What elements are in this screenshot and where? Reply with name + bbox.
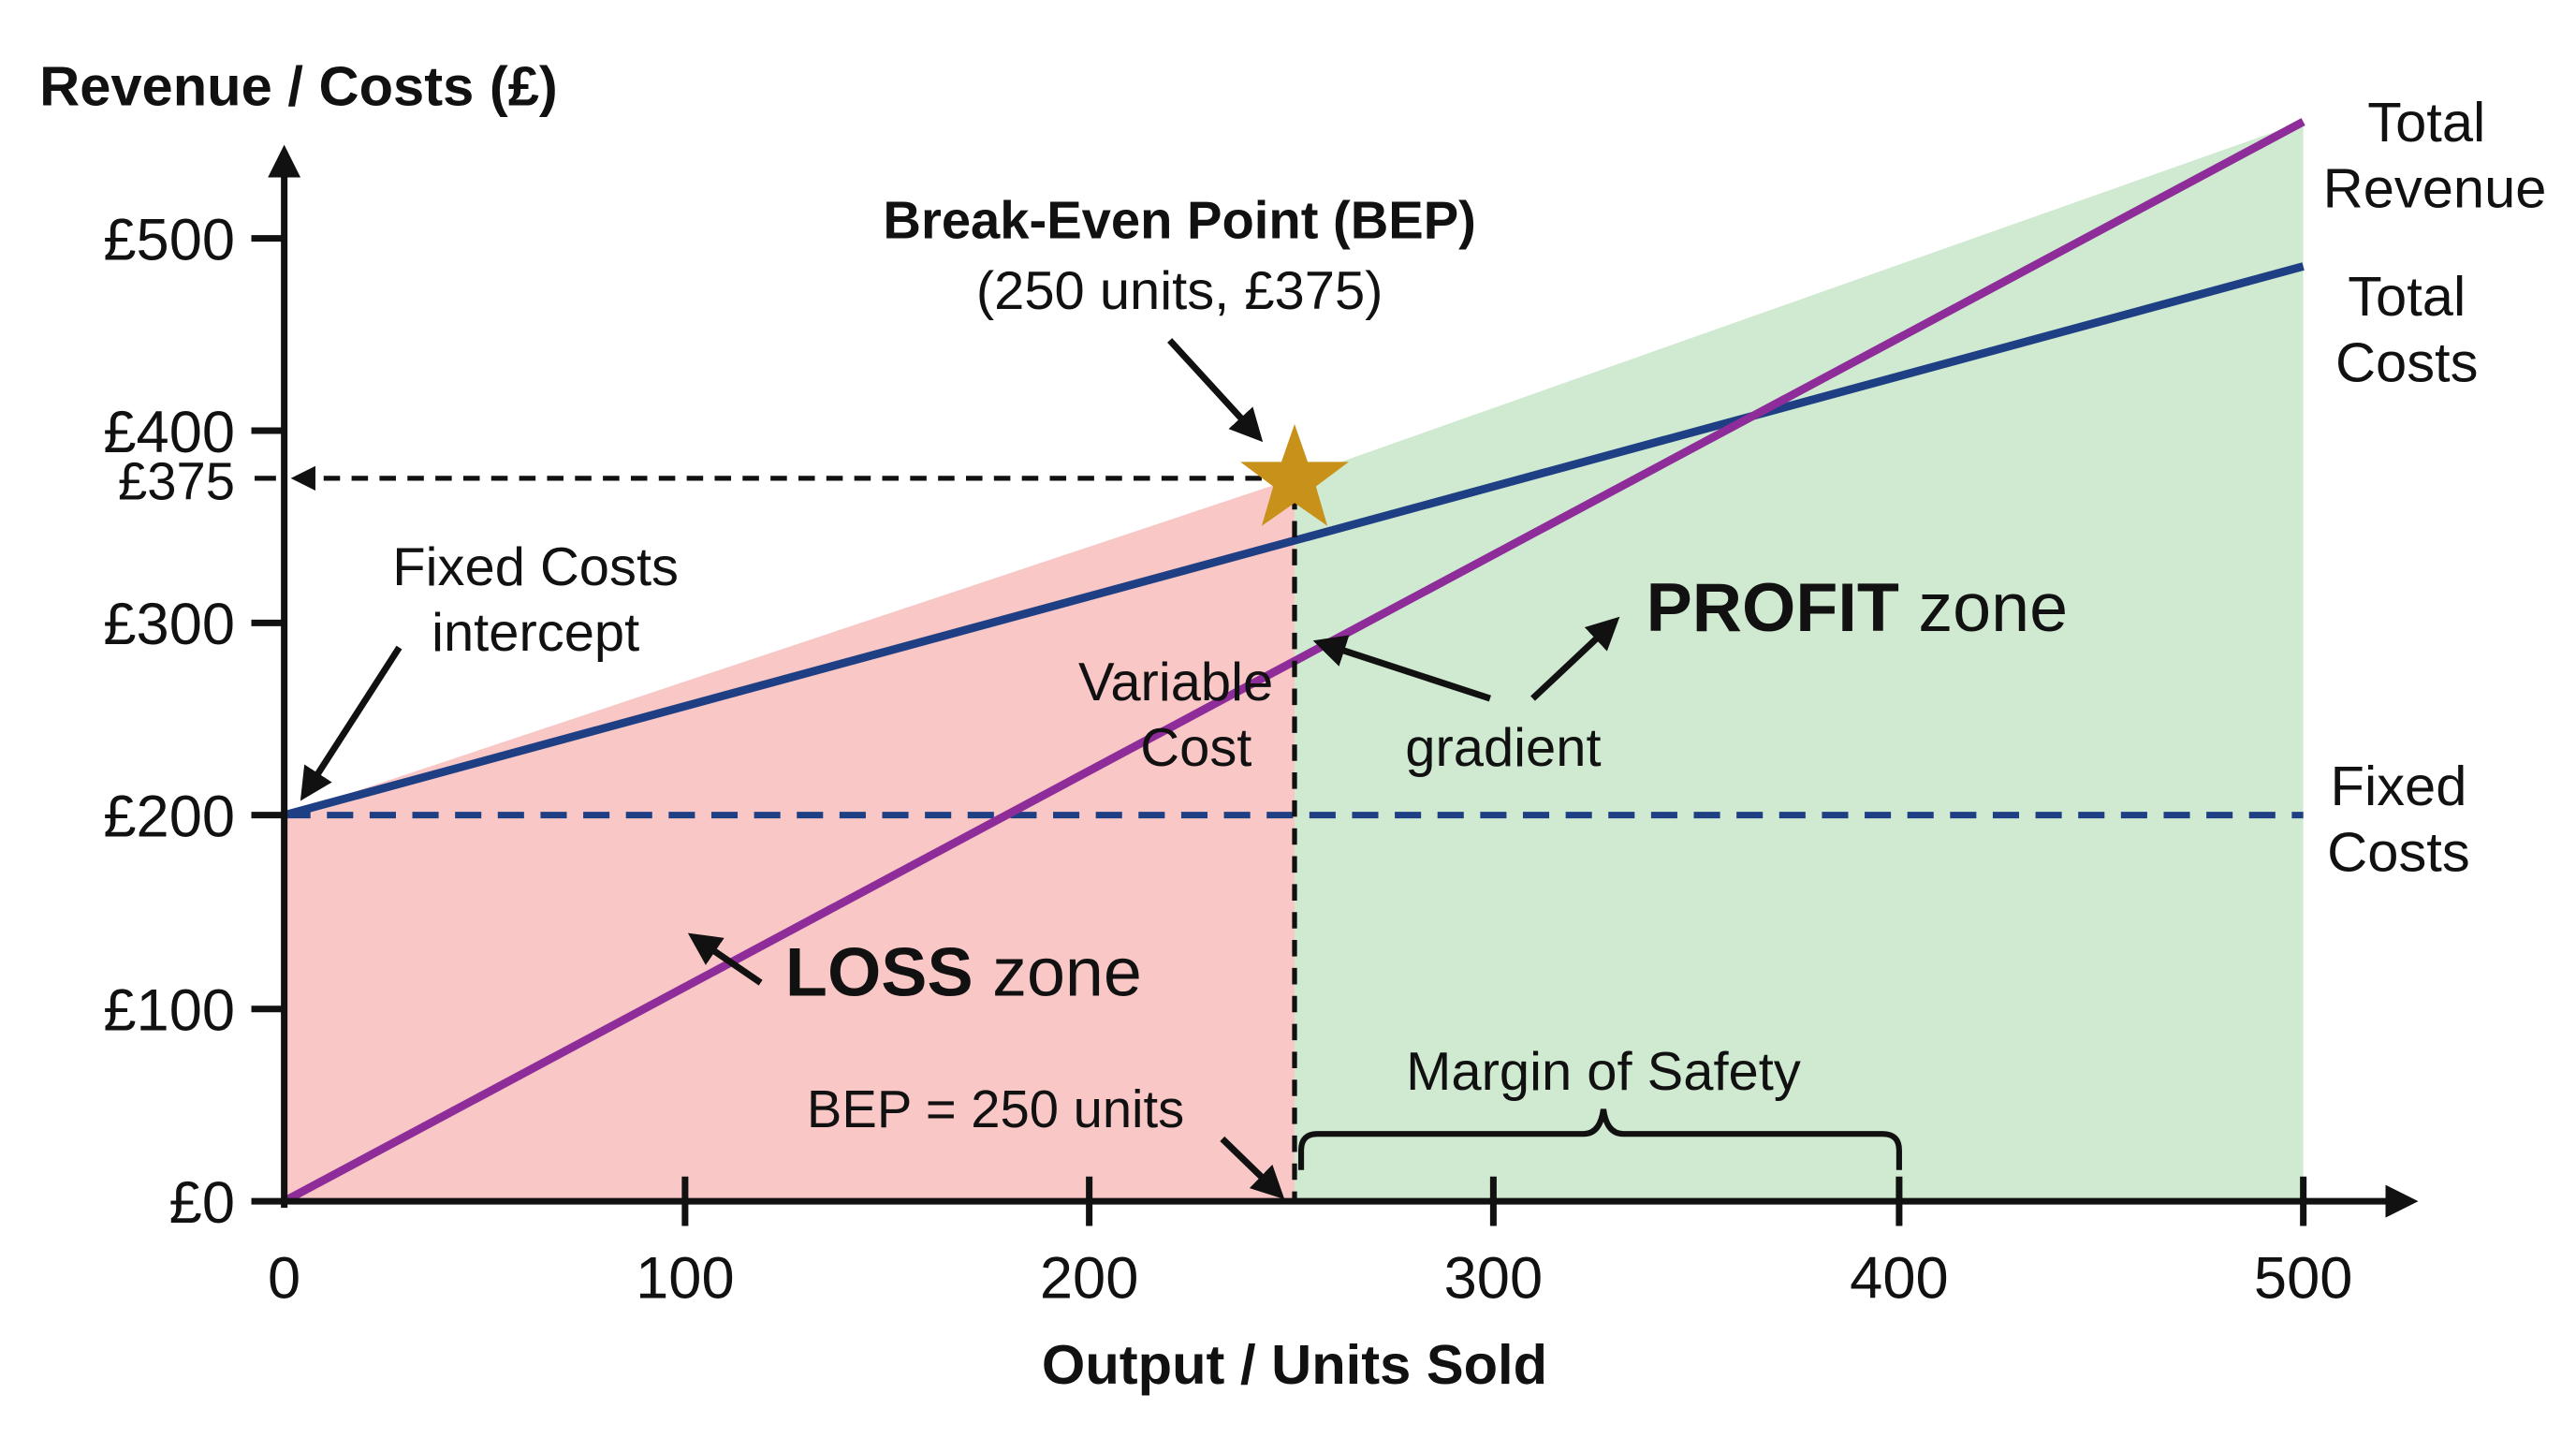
y-tick-100: £100 — [103, 978, 235, 1044]
bep-star-icon — [1240, 423, 1349, 526]
legend-total-costs-2: Costs — [2335, 330, 2479, 393]
loss-zone-rest: zone — [973, 933, 1142, 1011]
loss-zone-label: LOSS zone — [785, 933, 1142, 1011]
legend-fixed-costs-2: Costs — [2327, 820, 2470, 883]
legend-fixed-costs-1: Fixed — [2331, 755, 2467, 817]
y-tick-300: £300 — [103, 592, 235, 657]
profit-zone-fill — [1295, 122, 2304, 1202]
y-axis-title: Revenue / Costs (£) — [39, 54, 558, 117]
fixed-intercept-arrow — [300, 645, 402, 801]
gradient-arrow-left — [1312, 635, 1491, 702]
profit-zone-rest: zone — [1899, 568, 2068, 646]
x-tick-500: 500 — [2254, 1246, 2352, 1312]
loss-zone-fill — [284, 477, 1295, 1202]
bep-units-label: BEP = 250 units — [807, 1079, 1184, 1138]
bep-coords: (250 units, £375) — [976, 261, 1383, 321]
x-ticks — [681, 1176, 2307, 1226]
gradient-arrow-right — [1530, 616, 1620, 701]
y-ticks — [251, 235, 285, 1205]
y-tick-400: £400 — [103, 400, 235, 465]
legend-total-revenue-2: Revenue — [2323, 156, 2547, 219]
bep-title: Break-Even Point (BEP) — [883, 191, 1475, 250]
x-tick-200: 200 — [1040, 1246, 1138, 1312]
bep-arrow — [1167, 338, 1264, 443]
loss-zone-arrow — [687, 932, 763, 986]
legend-total-revenue-1: Total — [2367, 91, 2485, 154]
y-tick-375: £375 — [118, 452, 235, 511]
profit-zone-label: PROFIT zone — [1647, 568, 2069, 646]
y-tick-200: £200 — [103, 784, 235, 849]
variable-label-2: Cost — [1140, 718, 1251, 778]
y-tick-0: £0 — [169, 1170, 235, 1236]
bep-units-arrow — [1220, 1136, 1285, 1199]
fixed-intercept-label-2: intercept — [432, 603, 639, 663]
fixed-intercept-label-1: Fixed Costs — [392, 537, 679, 597]
x-tick-400: 400 — [1850, 1246, 1948, 1312]
legend-total-costs-1: Total — [2348, 265, 2466, 328]
total-costs-line — [283, 262, 2305, 819]
loss-zone-bold: LOSS — [785, 933, 973, 1011]
x-tick-300: 300 — [1444, 1246, 1543, 1312]
x-tick-0: 0 — [268, 1246, 300, 1312]
margin-of-safety-brace — [1297, 1108, 1902, 1170]
x-tick-100: 100 — [636, 1246, 734, 1312]
profit-zone-bold: PROFIT — [1647, 568, 1899, 646]
margin-of-safety-label: Margin of Safety — [1406, 1042, 1801, 1102]
variable-label-1: Variable — [1078, 653, 1273, 712]
gradient-label: gradient — [1405, 718, 1601, 778]
x-axis-title: Output / Units Sold — [1042, 1333, 1547, 1396]
y-tick-500: £500 — [103, 207, 235, 272]
